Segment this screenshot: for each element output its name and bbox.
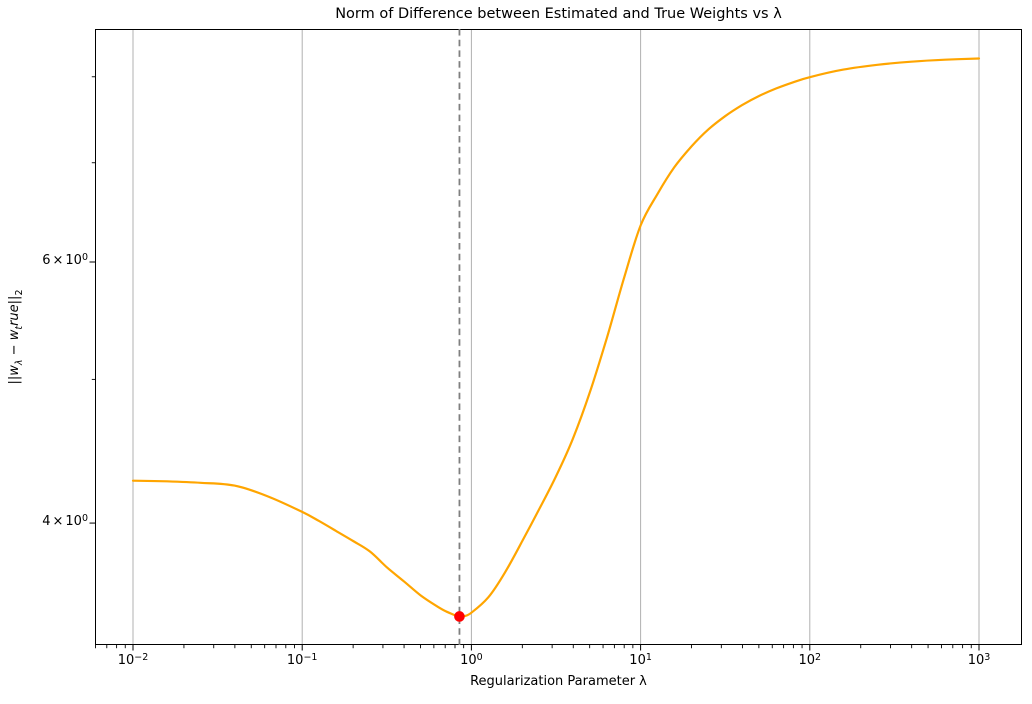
x-axis-label: Regularization Parameter λ [470,674,647,689]
ylabel-sub-t: t [13,325,25,330]
x-tick-label: 101 [629,652,652,668]
x-tick-label: 100 [460,652,483,668]
y-axis-label: ||wλ − wtrue||2 [7,290,25,385]
y-tick-label: 6 × 100 [42,252,88,268]
x-tick-label: 10−2 [117,652,149,668]
ylabel-sub-2: 2 [13,289,25,296]
ylabel-w-true: w [7,329,23,341]
ylabel-sub-lambda: λ [13,359,25,366]
x-tick-label: 102 [798,652,822,668]
norm-curve [131,57,981,619]
chart-title: Norm of Difference between Estimated and… [335,6,782,22]
ylabel-w-lambda: w [7,365,23,376]
axes-frame [95,29,1022,645]
y-tick-label: 4 × 100 [42,513,88,530]
ylabel-minus: − [7,340,23,360]
x-tick-label: 10−1 [286,652,318,668]
min-point-marker [454,611,465,622]
ylabel-rue: rue [7,304,23,326]
ylabel-bars-open: || [7,375,23,385]
x-tick-label: 103 [967,652,991,668]
ylabel-bars-close: || [7,295,23,305]
